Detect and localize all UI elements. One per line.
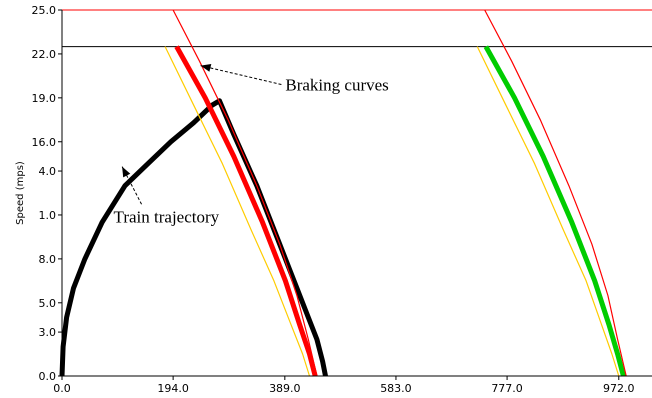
series-line-0 <box>59 98 328 377</box>
annotation-label-0: Braking curves <box>285 76 388 95</box>
series-line-1 <box>174 45 318 377</box>
series-line-3 <box>164 46 311 377</box>
x-tick-label: 777.0 <box>491 382 523 395</box>
annotation-arrowhead-0 <box>200 64 212 72</box>
y-tick-label: 3.0 <box>39 326 57 339</box>
y-tick-label: 0.0 <box>39 370 57 383</box>
y-tick-label: 8.0 <box>39 253 57 266</box>
series-line-5 <box>484 9 627 377</box>
y-tick-label: 19.0 <box>32 92 57 105</box>
x-tick-label: 194.0 <box>157 382 189 395</box>
annotation-arrowhead-1 <box>122 166 131 178</box>
y-tick-label: 4.0 <box>39 165 57 178</box>
y-tick-label: 16.0 <box>32 136 57 149</box>
y-tick-label: 22.0 <box>32 48 57 61</box>
y-tick-label: 1.0 <box>39 209 57 222</box>
x-tick-label: 583.0 <box>380 382 412 395</box>
x-tick-label: 389.0 <box>269 382 301 395</box>
series-line-2 <box>172 9 318 377</box>
annotation-arrow-0 <box>200 65 282 86</box>
series-line-4 <box>483 45 626 377</box>
y-tick-label: 25.0 <box>32 4 57 17</box>
annotation-label-1: Train trajectory <box>114 207 220 226</box>
y-axis-title: Speed (mps) <box>15 161 26 225</box>
x-tick-label: 0.0 <box>53 382 71 395</box>
series-line-6 <box>476 46 620 377</box>
x-tick-label: 972.0 <box>603 382 635 395</box>
y-tick-label: 5.0 <box>39 297 57 310</box>
